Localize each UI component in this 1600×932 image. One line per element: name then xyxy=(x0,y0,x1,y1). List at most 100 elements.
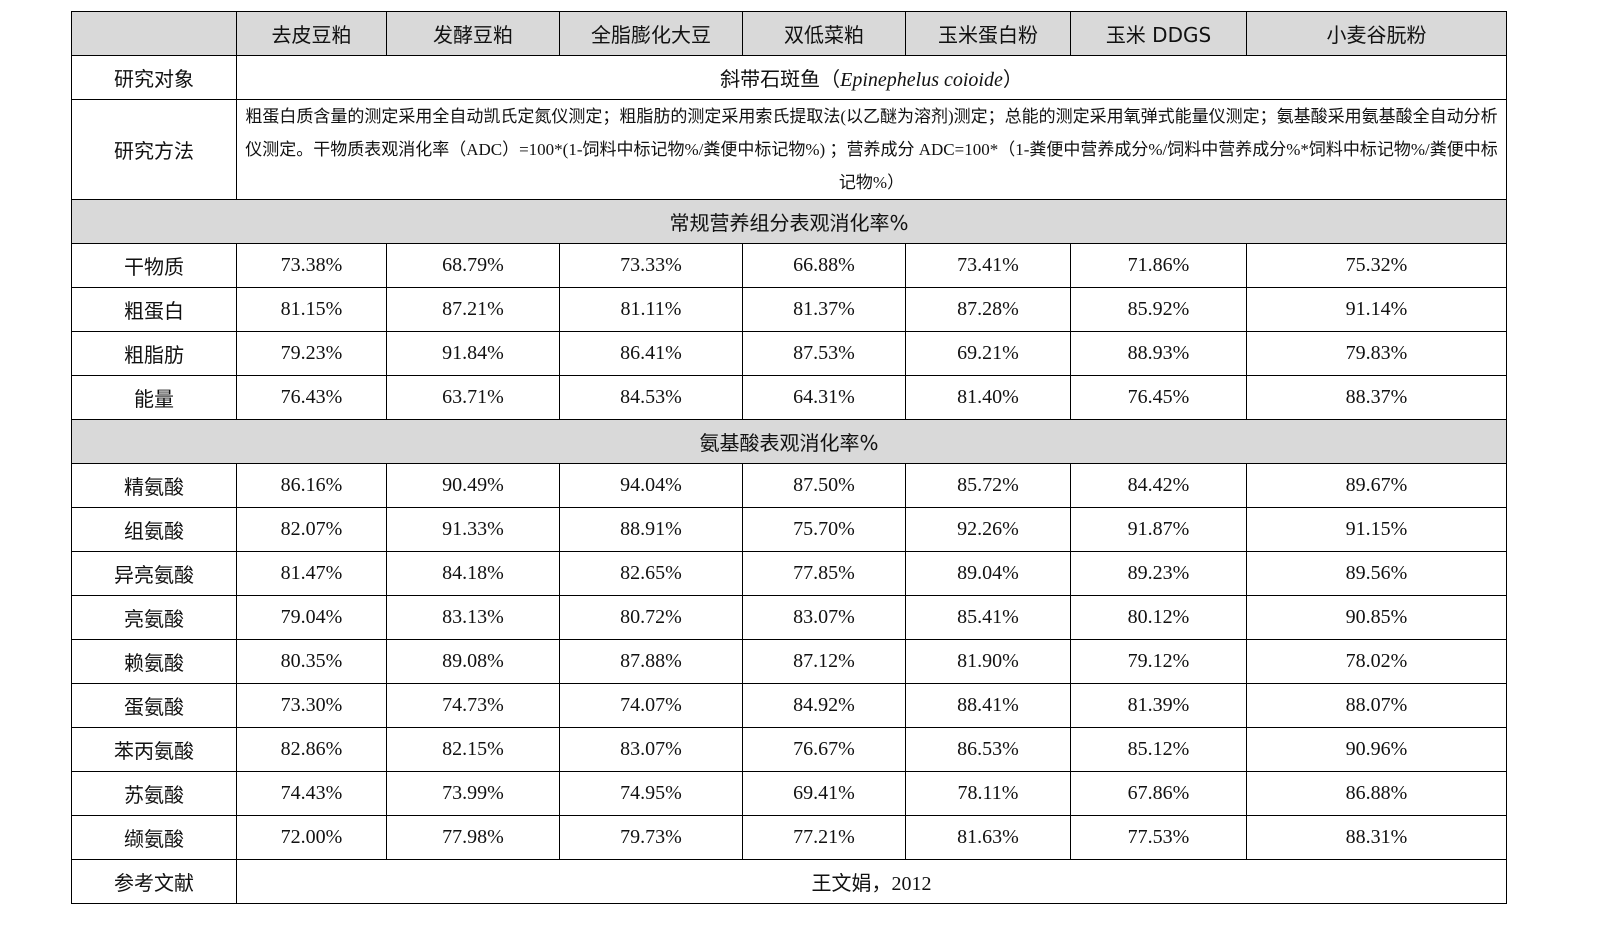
value-cell: 81.47% xyxy=(236,551,387,596)
value-cell: 68.79% xyxy=(386,243,560,288)
table-row: 干物质 73.38% 68.79% 73.33% 66.88% 73.41% 71.86% 7… xyxy=(71,243,1507,288)
row-label: 研究对象 xyxy=(71,55,237,100)
value-cell: 82.07% xyxy=(236,507,387,552)
row-label: 粗脂肪 xyxy=(71,331,237,376)
value-cell: 69.41% xyxy=(742,771,906,816)
method-row: 研究方法 粗蛋白质含量的测定采用全自动凯氏定氮仪测定；粗脂肪的测定采用索氏提取法… xyxy=(71,99,1507,200)
value-cell: 81.90% xyxy=(905,639,1071,684)
subject-cell: 斜带石斑鱼（Epinephelus coioide） xyxy=(236,55,1507,100)
value-cell: 84.18% xyxy=(386,551,560,596)
value-cell: 84.42% xyxy=(1070,463,1247,508)
value-cell: 84.92% xyxy=(742,683,906,728)
value-cell: 88.37% xyxy=(1246,375,1507,420)
table-row: 精氨酸 86.16% 90.49% 94.04% 87.50% 85.72% 84.42% 8… xyxy=(71,463,1507,508)
row-label: 粗蛋白 xyxy=(71,287,237,332)
section-title: 常规营养组分表观消化率% xyxy=(71,199,1507,244)
value-cell: 79.73% xyxy=(559,815,743,860)
section-header-row: 氨基酸表观消化率% xyxy=(71,419,1507,464)
value-cell: 91.87% xyxy=(1070,507,1247,552)
column-header: 玉米蛋白粉 xyxy=(905,11,1071,56)
value-cell: 78.11% xyxy=(905,771,1071,816)
row-label: 苏氨酸 xyxy=(71,771,237,816)
value-cell: 83.13% xyxy=(386,595,560,640)
value-cell: 88.41% xyxy=(905,683,1071,728)
value-cell: 90.49% xyxy=(386,463,560,508)
value-cell: 73.99% xyxy=(386,771,560,816)
value-cell: 73.41% xyxy=(905,243,1071,288)
value-cell: 89.08% xyxy=(386,639,560,684)
value-cell: 74.43% xyxy=(236,771,387,816)
value-cell: 73.30% xyxy=(236,683,387,728)
value-cell: 89.56% xyxy=(1246,551,1507,596)
method-text: 粗蛋白质含量的测定采用全自动凯氏定氮仪测定；粗脂肪的测定采用索氏提取法(以乙醚为… xyxy=(236,99,1507,200)
row-label: 精氨酸 xyxy=(71,463,237,508)
value-cell: 87.88% xyxy=(559,639,743,684)
table-row: 能量 76.43% 63.71% 84.53% 64.31% 81.40% 76.45% 88… xyxy=(71,375,1507,420)
value-cell: 74.07% xyxy=(559,683,743,728)
value-cell: 81.63% xyxy=(905,815,1071,860)
table-row: 蛋氨酸 73.30% 74.73% 74.07% 84.92% 88.41% 81.39% 8… xyxy=(71,683,1507,728)
value-cell: 71.86% xyxy=(1070,243,1247,288)
column-header: 双低菜粕 xyxy=(742,11,906,56)
reference-text: 王文娟，2012 xyxy=(236,859,1507,904)
value-cell: 76.45% xyxy=(1070,375,1247,420)
value-cell: 91.15% xyxy=(1246,507,1507,552)
value-cell: 75.70% xyxy=(742,507,906,552)
row-label: 异亮氨酸 xyxy=(71,551,237,596)
table-row: 粗脂肪 79.23% 91.84% 86.41% 87.53% 69.21% 88.93% 7… xyxy=(71,331,1507,376)
corner-cell xyxy=(71,11,237,56)
value-cell: 90.96% xyxy=(1246,727,1507,772)
table-row: 异亮氨酸 81.47% 84.18% 82.65% 77.85% 89.04% 89.23%… xyxy=(71,551,1507,596)
row-label: 干物质 xyxy=(71,243,237,288)
row-label: 能量 xyxy=(71,375,237,420)
table-row: 苏氨酸 74.43% 73.99% 74.95% 69.41% 78.11% 67.86% 8… xyxy=(71,771,1507,816)
value-cell: 79.12% xyxy=(1070,639,1247,684)
value-cell: 77.85% xyxy=(742,551,906,596)
value-cell: 82.65% xyxy=(559,551,743,596)
value-cell: 74.73% xyxy=(386,683,560,728)
value-cell: 90.85% xyxy=(1246,595,1507,640)
value-cell: 80.72% xyxy=(559,595,743,640)
value-cell: 86.41% xyxy=(559,331,743,376)
table-row: 粗蛋白 81.15% 87.21% 81.11% 81.37% 87.28% 85.92% 9… xyxy=(71,287,1507,332)
value-cell: 87.21% xyxy=(386,287,560,332)
value-cell: 81.40% xyxy=(905,375,1071,420)
value-cell: 64.31% xyxy=(742,375,906,420)
subject-text: 斜带石斑鱼（ xyxy=(720,69,841,91)
value-cell: 79.04% xyxy=(236,595,387,640)
value-cell: 94.04% xyxy=(559,463,743,508)
value-cell: 78.02% xyxy=(1246,639,1507,684)
table-row: 缬氨酸 72.00% 77.98% 79.73% 77.21% 81.63% 77.53% 8… xyxy=(71,815,1507,860)
value-cell: 82.86% xyxy=(236,727,387,772)
value-cell: 76.43% xyxy=(236,375,387,420)
value-cell: 88.91% xyxy=(559,507,743,552)
value-cell: 73.38% xyxy=(236,243,387,288)
value-cell: 89.67% xyxy=(1246,463,1507,508)
value-cell: 81.37% xyxy=(742,287,906,332)
value-cell: 77.21% xyxy=(742,815,906,860)
value-cell: 86.16% xyxy=(236,463,387,508)
row-label: 组氨酸 xyxy=(71,507,237,552)
section-title: 氨基酸表观消化率% xyxy=(71,419,1507,464)
value-cell: 85.72% xyxy=(905,463,1071,508)
value-cell: 92.26% xyxy=(905,507,1071,552)
value-cell: 76.67% xyxy=(742,727,906,772)
value-cell: 79.83% xyxy=(1246,331,1507,376)
subject-row: 研究对象 斜带石斑鱼（Epinephelus coioide） xyxy=(71,55,1507,100)
column-header: 去皮豆粕 xyxy=(236,11,387,56)
value-cell: 86.53% xyxy=(905,727,1071,772)
value-cell: 89.23% xyxy=(1070,551,1247,596)
value-cell: 81.11% xyxy=(559,287,743,332)
value-cell: 77.53% xyxy=(1070,815,1247,860)
row-label: 亮氨酸 xyxy=(71,595,237,640)
value-cell: 83.07% xyxy=(559,727,743,772)
table-row: 苯丙氨酸 82.86% 82.15% 83.07% 76.67% 86.53% 85.12%… xyxy=(71,727,1507,772)
value-cell: 88.93% xyxy=(1070,331,1247,376)
value-cell: 91.33% xyxy=(386,507,560,552)
table-row: 赖氨酸 80.35% 89.08% 87.88% 87.12% 81.90% 79.12% 7… xyxy=(71,639,1507,684)
column-header: 发酵豆粕 xyxy=(386,11,560,56)
value-cell: 81.39% xyxy=(1070,683,1247,728)
section-header-row: 常规营养组分表观消化率% xyxy=(71,199,1507,244)
value-cell: 72.00% xyxy=(236,815,387,860)
value-cell: 91.14% xyxy=(1246,287,1507,332)
